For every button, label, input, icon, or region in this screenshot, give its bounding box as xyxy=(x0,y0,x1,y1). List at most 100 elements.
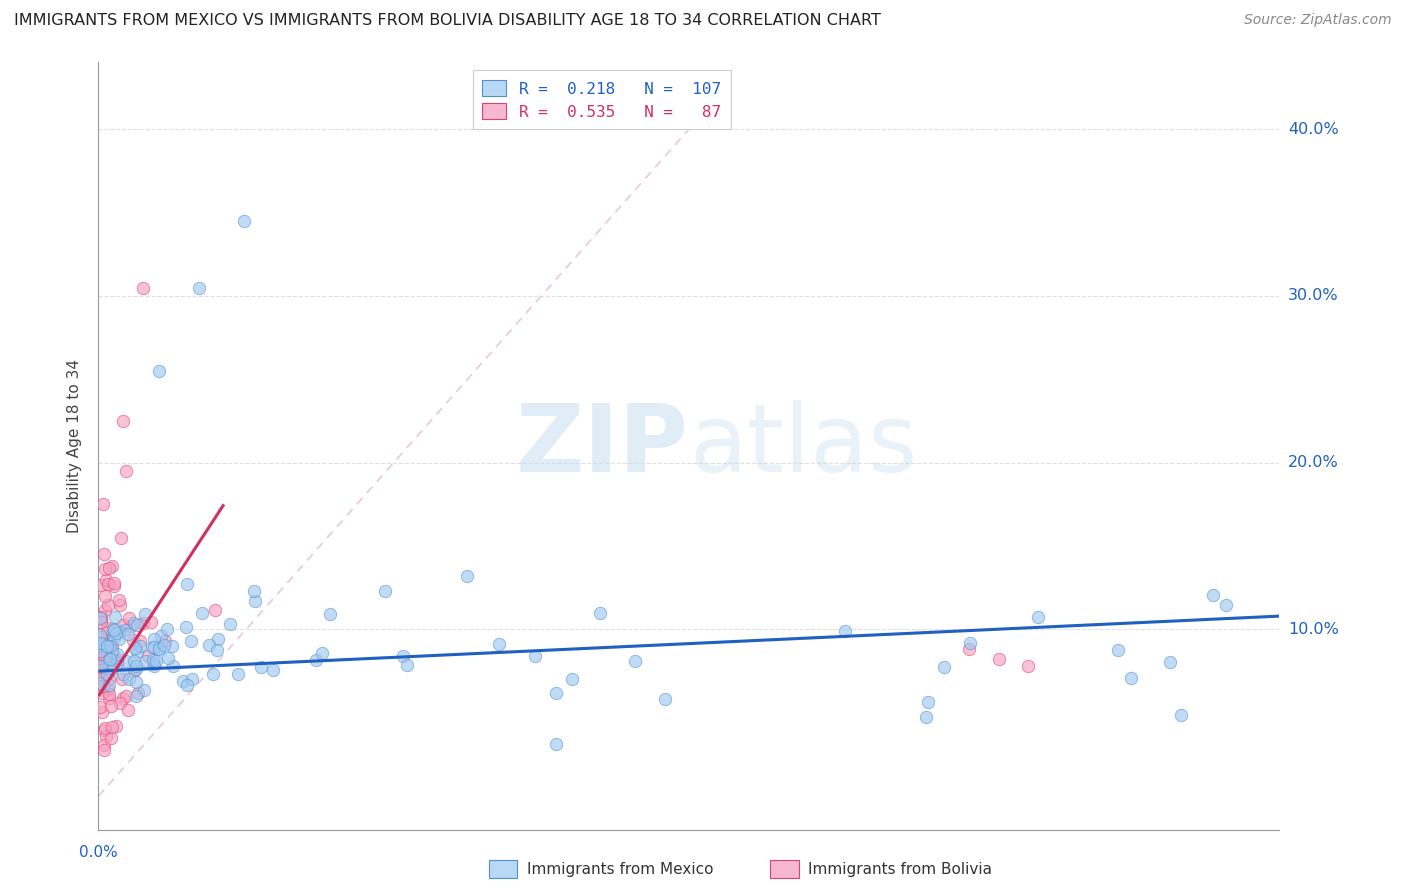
Point xyxy=(93,603,115,617)
Point xyxy=(135,654,157,668)
Point xyxy=(93,648,115,663)
Point xyxy=(97,661,120,675)
Point xyxy=(96,573,118,587)
Point xyxy=(107,647,129,661)
Point xyxy=(374,583,396,598)
Point xyxy=(959,642,981,657)
Point xyxy=(122,633,145,648)
Point xyxy=(391,648,413,663)
Point xyxy=(125,661,148,675)
Point xyxy=(91,680,114,694)
Point xyxy=(97,598,120,612)
Point xyxy=(93,743,115,757)
Point xyxy=(181,673,204,687)
Point xyxy=(90,610,112,624)
Point xyxy=(117,672,139,686)
Point xyxy=(101,652,124,666)
Point xyxy=(100,699,122,714)
Point xyxy=(546,685,568,699)
Point xyxy=(1202,588,1225,602)
Point xyxy=(97,687,120,701)
Point xyxy=(103,631,125,645)
Point xyxy=(204,603,226,617)
Point xyxy=(305,653,328,667)
Point xyxy=(145,654,167,668)
Point xyxy=(1026,610,1049,624)
Point xyxy=(115,654,138,668)
Point xyxy=(132,682,155,697)
Point xyxy=(89,657,111,672)
Point xyxy=(105,654,128,668)
Point xyxy=(188,280,211,294)
Point xyxy=(98,652,121,666)
Point xyxy=(1215,598,1237,612)
Point xyxy=(89,651,111,665)
Point xyxy=(242,584,264,599)
Point xyxy=(148,641,170,656)
Point xyxy=(118,611,141,625)
Point xyxy=(139,615,162,629)
Point xyxy=(89,664,111,678)
Point xyxy=(108,598,131,612)
Point xyxy=(112,414,135,428)
Point xyxy=(319,607,342,621)
Point xyxy=(127,645,149,659)
Point xyxy=(105,625,128,640)
Point xyxy=(105,652,128,666)
Point xyxy=(101,559,124,574)
Point xyxy=(94,562,117,576)
Text: atlas: atlas xyxy=(689,400,917,492)
Point xyxy=(89,636,111,650)
Point xyxy=(89,675,111,690)
Point xyxy=(114,689,136,703)
Point xyxy=(110,672,132,686)
Point xyxy=(90,612,112,626)
Point xyxy=(97,672,120,686)
Point xyxy=(94,648,117,663)
Point xyxy=(111,666,134,681)
Point xyxy=(94,660,117,674)
Point xyxy=(125,675,148,690)
Point xyxy=(201,666,224,681)
Point xyxy=(98,690,121,705)
Point xyxy=(125,690,148,704)
Point xyxy=(311,646,333,660)
Text: ZIP: ZIP xyxy=(516,400,689,492)
Point xyxy=(94,729,117,743)
Point xyxy=(89,611,111,625)
Point xyxy=(111,691,134,706)
Point xyxy=(623,654,645,668)
Point xyxy=(103,576,125,591)
Point xyxy=(93,548,115,562)
Point xyxy=(89,666,111,681)
Text: 30.0%: 30.0% xyxy=(1288,288,1339,303)
Point xyxy=(105,656,128,670)
Point xyxy=(124,641,146,656)
Point xyxy=(90,615,112,629)
Point xyxy=(546,737,568,751)
Point xyxy=(103,624,125,638)
Point xyxy=(97,657,120,672)
Point xyxy=(136,648,159,663)
Point xyxy=(134,607,156,621)
Point xyxy=(153,638,176,652)
Point xyxy=(101,639,124,653)
Point xyxy=(122,616,145,631)
Point xyxy=(589,606,612,620)
Point xyxy=(142,657,165,671)
Point xyxy=(176,677,198,691)
Point xyxy=(1119,671,1142,685)
Point xyxy=(94,589,117,603)
Point xyxy=(233,214,256,228)
Point xyxy=(207,632,229,646)
Point xyxy=(143,659,166,673)
Legend: R =  0.218   N =  107, R =  0.535   N =   87: R = 0.218 N = 107, R = 0.535 N = 87 xyxy=(472,70,731,129)
Text: 20.0%: 20.0% xyxy=(1288,455,1339,470)
Point xyxy=(97,681,120,696)
Point xyxy=(157,650,180,665)
Point xyxy=(934,660,956,674)
Point xyxy=(117,627,139,641)
Point xyxy=(90,672,112,686)
Point xyxy=(915,710,938,724)
Point xyxy=(129,634,152,648)
